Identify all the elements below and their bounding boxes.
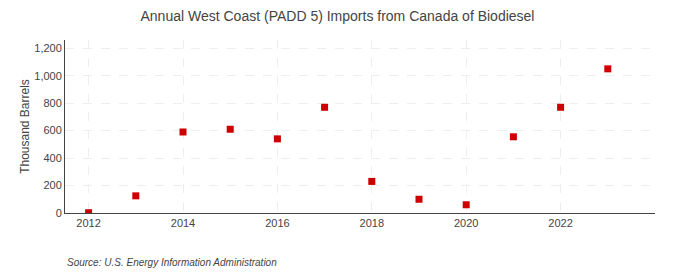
svg-text:Source: U.S. Energy Informatio: Source: U.S. Energy Information Administ… <box>67 257 277 268</box>
svg-text:2016: 2016 <box>265 217 289 229</box>
svg-text:400: 400 <box>43 152 61 164</box>
svg-text:Thousand Barrels: Thousand Barrels <box>18 79 32 174</box>
svg-text:2020: 2020 <box>454 217 478 229</box>
svg-text:1,200: 1,200 <box>34 42 62 54</box>
svg-text:2022: 2022 <box>548 217 572 229</box>
svg-text:2018: 2018 <box>360 217 384 229</box>
svg-text:2014: 2014 <box>171 217 195 229</box>
svg-text:200: 200 <box>43 179 61 191</box>
svg-text:0: 0 <box>56 207 62 219</box>
svg-text:1,000: 1,000 <box>34 70 62 82</box>
svg-text:Annual West Coast (PADD 5) Imp: Annual West Coast (PADD 5) Imports from … <box>141 8 535 24</box>
svg-text:2012: 2012 <box>76 217 100 229</box>
svg-text:600: 600 <box>43 124 61 136</box>
svg-text:800: 800 <box>43 97 61 109</box>
